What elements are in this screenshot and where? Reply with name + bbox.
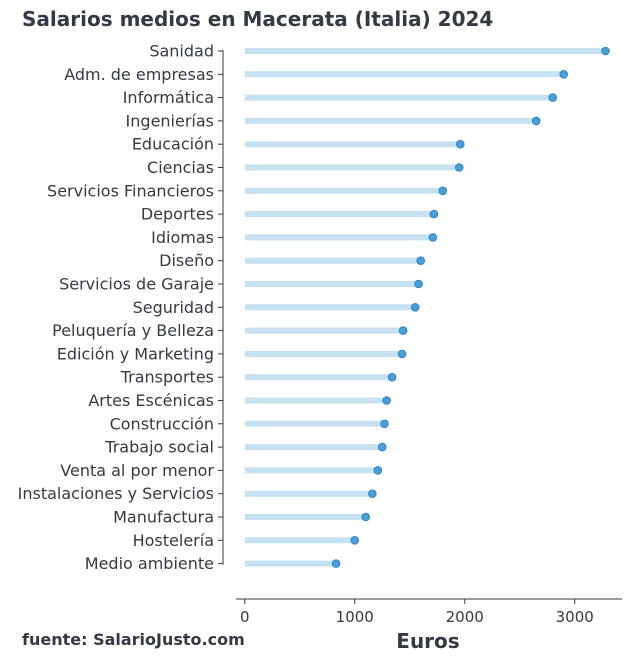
data-point — [429, 209, 439, 219]
source-note: fuente: SalarioJusto.com — [22, 630, 245, 649]
stems-group — [244, 48, 606, 567]
category-label: Educación — [132, 135, 214, 154]
x-tick-label: 1000 — [336, 608, 374, 626]
category-label: Informática — [123, 88, 214, 107]
data-point — [397, 349, 407, 359]
category-label: Ciencias — [147, 158, 214, 177]
x-axis-ticks: 0 1000 2000 3000 — [240, 599, 594, 626]
category-label: Adm. de empresas — [64, 65, 214, 84]
category-label: Medio ambiente — [85, 554, 214, 573]
data-point — [438, 186, 448, 196]
category-label: Manufactura — [113, 508, 214, 527]
data-point — [559, 70, 569, 79]
data-point — [414, 279, 423, 289]
x-tick-label: 2000 — [446, 608, 484, 626]
data-point — [368, 489, 377, 499]
data-point — [531, 116, 541, 126]
data-point — [380, 419, 389, 429]
x-tick-label: 3000 — [556, 608, 594, 626]
data-point — [428, 233, 438, 242]
data-point — [601, 46, 610, 56]
category-label: Venta al por menor — [60, 461, 214, 480]
data-point — [350, 536, 360, 545]
category-label: Transportes — [120, 368, 214, 387]
category-label: Deportes — [141, 205, 214, 224]
category-label: Construcción — [110, 414, 214, 433]
category-label: Ingenierías — [126, 111, 214, 130]
data-point — [331, 559, 341, 568]
category-labels: Sanidad Adm. de empresas Informática Ingeni… — [18, 42, 223, 573]
data-point — [454, 163, 464, 172]
data-point — [548, 93, 558, 102]
category-label: Idiomas — [151, 228, 214, 247]
data-point — [387, 372, 397, 382]
category-label: Seguridad — [133, 298, 214, 317]
category-label: Diseño — [159, 251, 214, 270]
data-point — [382, 396, 391, 405]
data-point — [416, 256, 426, 266]
x-tick-label: 0 — [240, 608, 250, 626]
category-label: Sanidad — [149, 42, 214, 61]
category-label: Instalaciones y Servicios — [18, 484, 214, 503]
category-label: Servicios Financieros — [47, 181, 214, 200]
data-point — [373, 466, 383, 475]
category-label: Servicios de Garaje — [59, 275, 214, 294]
category-label: Artes Escénicas — [88, 391, 214, 410]
category-label: Trabajo social — [104, 438, 214, 457]
category-label: Hostelería — [133, 531, 214, 550]
x-axis-label: Euros — [396, 629, 459, 653]
chart-title: Salarios medios en Macerata (Italia) 202… — [22, 7, 493, 31]
data-point — [377, 442, 387, 452]
data-point — [456, 139, 465, 149]
data-point — [361, 512, 371, 522]
category-label: Peluquería y Belleza — [52, 321, 214, 340]
data-point — [410, 303, 420, 312]
data-point — [398, 326, 408, 335]
category-label: Edición y Marketing — [57, 344, 214, 363]
markers-group — [331, 46, 610, 568]
